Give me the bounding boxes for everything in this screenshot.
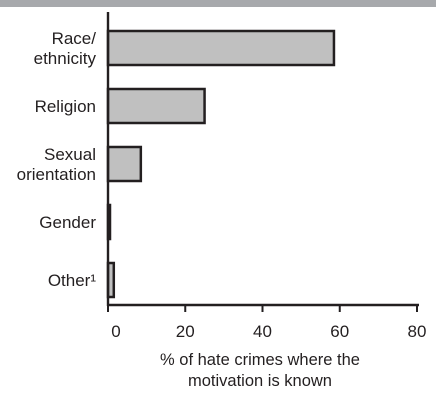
category-label-1-0: Religion: [35, 97, 96, 116]
x-tick-label-4: 80: [408, 322, 427, 341]
category-label-3-0: Gender: [39, 213, 96, 232]
bars-group: [106, 29, 336, 299]
x-tick-label-0: 0: [111, 322, 120, 341]
bar-0: [106, 29, 336, 67]
x-tick-label-3: 60: [330, 322, 349, 341]
category-label-4-0: Other¹: [48, 271, 97, 290]
x-ticks: 0 20 40 60 80: [107, 305, 427, 341]
category-label-2-1: orientation: [17, 165, 96, 184]
bar-1: [106, 87, 206, 125]
x-axis-label-line-2: motivation is known: [188, 372, 332, 390]
top-band: [0, 0, 436, 7]
category-label-2-0: Sexual: [44, 145, 96, 164]
category-label-0-1: ethnicity: [34, 49, 97, 68]
x-axis-label-line-1: % of hate crimes where the: [160, 351, 360, 369]
x-tick-label-1: 20: [176, 322, 195, 341]
x-tick-label-2: 40: [253, 322, 272, 341]
category-label-0-0: Race/: [52, 29, 97, 48]
bar-2: [106, 145, 143, 183]
